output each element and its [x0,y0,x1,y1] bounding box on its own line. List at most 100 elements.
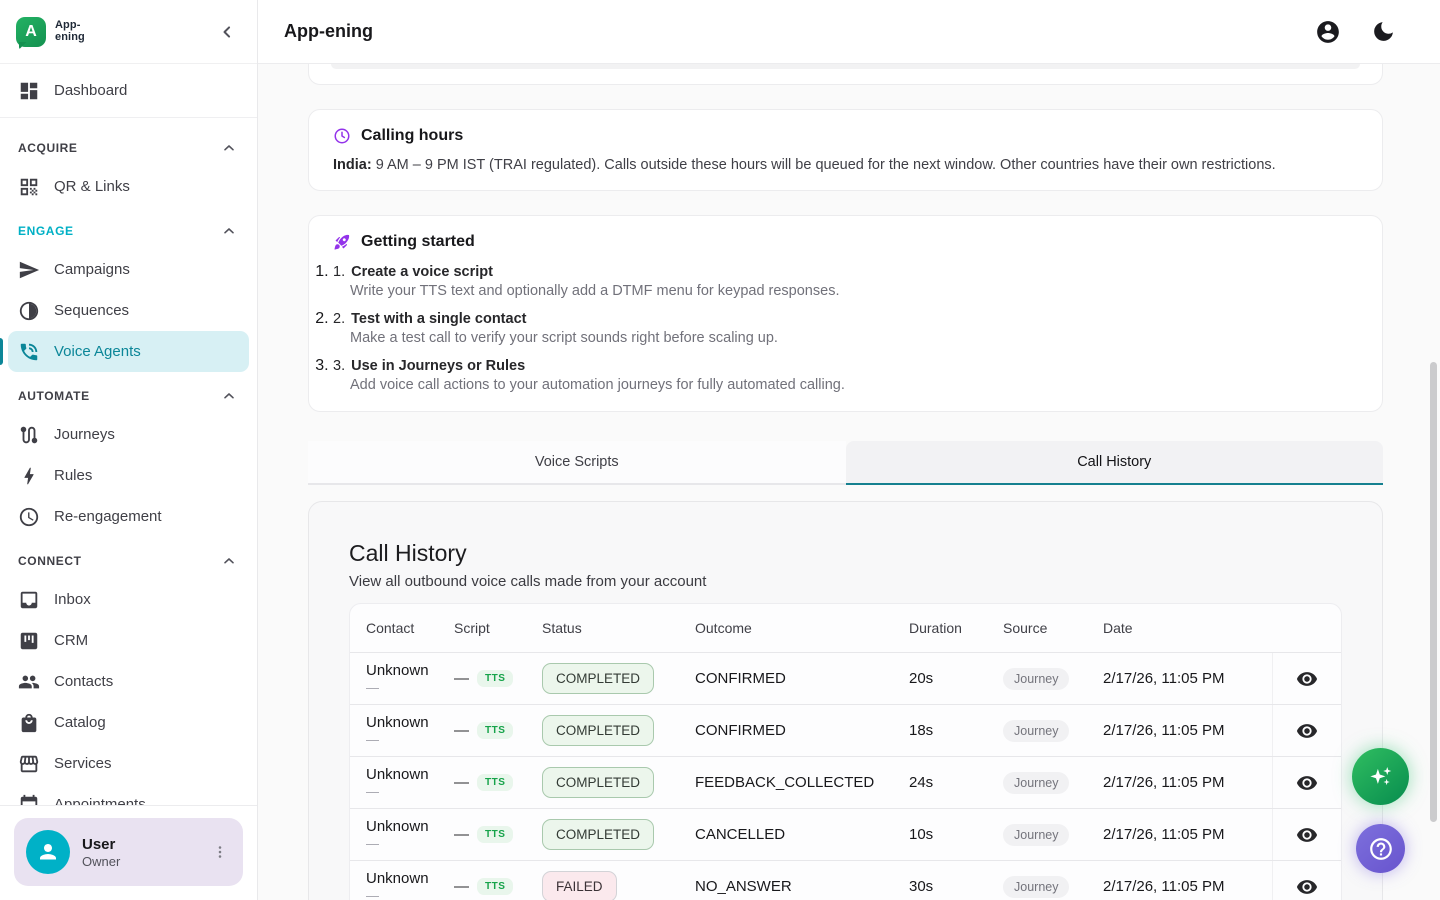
sidebar-item-catalog[interactable]: Catalog [8,702,249,743]
section-header-engage[interactable]: ENGAGE [8,207,249,249]
user-name: User [82,835,116,853]
country-label: India: [333,157,372,173]
scrollbar-thumb[interactable] [1430,362,1437,822]
tab-voice-scripts[interactable]: Voice Scripts [308,441,846,485]
sidebar-nav: Dashboard ACQUIRE QR & Links ENGAGE Camp… [0,64,257,805]
chevron-up-icon [219,551,239,571]
section-title: CONNECT [18,554,82,568]
sidebar-item-journeys[interactable]: Journeys [8,414,249,455]
sidebar-item-sequences[interactable]: Sequences [8,290,249,331]
contact-sub: — [366,680,379,695]
user-role: Owner [82,853,121,869]
section-header-acquire[interactable]: ACQUIRE [8,124,249,166]
sidebar-item-rules[interactable]: Rules [8,455,249,496]
step-title: Use in Journeys or Rules [351,358,526,374]
user-info: User Owner [82,836,120,869]
getting-started-header: Getting started [333,233,1358,251]
tts-badge: TTS [477,670,514,687]
view-call-button[interactable] [1296,668,1318,690]
script-value: — [454,878,469,895]
sidebar-item-inbox[interactable]: Inbox [8,579,249,620]
table-row[interactable]: Unknown — — TTS COMPLETED CANCELLED 10s Jo… [350,808,1341,860]
getting-started-steps: 1. Create a voice script Write your TTS t… [333,263,1358,394]
call-history-table: Contact Script Status Outcome Duration S… [349,603,1342,900]
duration-value: 24s [909,774,934,791]
logo-text: App- ening [55,18,85,44]
step-description: Add voice call actions to your automatio… [350,377,845,393]
help-button[interactable] [1356,824,1405,873]
sidebar-item-label: CRM [54,632,89,649]
qr-code-icon [20,178,38,195]
table-row[interactable]: Unknown — — TTS COMPLETED CONFIRMED 20s Jo… [350,652,1341,704]
sidebar-item-label: Campaigns [54,261,130,278]
app-logo[interactable]: A App- ening [16,16,85,47]
sidebar-item-label: Re-engagement [54,508,162,525]
step-number: 2. [333,311,346,327]
user-menu-button[interactable] [209,841,231,863]
send-icon [19,261,40,278]
sidebar-item-contacts[interactable]: Contacts [8,661,249,702]
logo-text-line1: App- [55,18,81,31]
source-badge: Journey [1003,771,1070,794]
chevron-left-icon [223,25,231,38]
section-title: AUTOMATE [18,389,90,403]
clock-icon [334,128,350,144]
sidebar-item-crm[interactable]: CRM [8,620,249,661]
status-badge: FAILED [542,871,617,900]
dark-mode-toggle[interactable] [1369,17,1398,46]
account-button[interactable] [1313,17,1343,47]
sidebar-item-dashboard[interactable]: Dashboard [8,70,249,111]
outcome-value: CONFIRMED [695,722,786,739]
column-header: Date [1103,620,1133,636]
section-header-automate[interactable]: AUTOMATE [8,372,249,414]
sidebar-item-campaigns[interactable]: Campaigns [8,249,249,290]
sidebar-item-label: Appointments [54,796,146,805]
ai-assistant-button[interactable] [1352,748,1409,805]
sidebar-header: A App- ening [0,0,257,64]
bolt-icon [24,467,34,484]
status-badge: COMPLETED [542,663,655,694]
contact-sub: — [366,888,379,900]
logo-badge: A [16,16,46,47]
sidebar-item-appointments[interactable]: Appointments [8,784,249,805]
column-header: Script [454,620,490,636]
user-card[interactable]: User Owner [14,818,243,886]
date-value: 2/17/26, 11:05 PM [1103,826,1225,843]
people-icon [18,675,40,688]
moon-icon [1374,22,1393,41]
step-description: Make a test call to verify your script s… [350,330,778,346]
tab-call-history[interactable]: Call History [845,441,1383,485]
sidebar-item-voice-agents[interactable]: Voice Agents [0,331,249,372]
step-item: 3. Use in Journeys or Rules Add voice cal… [333,357,1358,394]
dots-vertical-icon [218,846,222,858]
logo-text-line2: ening [55,30,85,43]
table-row[interactable]: Unknown — — TTS COMPLETED CONFIRMED 18s Jo… [350,704,1341,756]
sidebar-collapse-button[interactable] [215,20,239,44]
view-call-button[interactable] [1296,824,1318,846]
table-row[interactable]: Unknown — — TTS COMPLETED FEEDBACK_COLLECT… [350,756,1341,808]
person-icon [40,844,56,860]
chevron-up-icon [219,221,239,241]
source-badge: Journey [1003,667,1070,690]
view-call-button[interactable] [1296,876,1318,898]
sidebar-item-label: Inbox [54,591,91,608]
sidebar-item-re-engagement[interactable]: Re-engagement [8,496,249,537]
view-call-button[interactable] [1296,720,1318,742]
table-row[interactable]: Unknown — — TTS FAILED NO_ANSWER 30s Journ… [350,860,1341,900]
step-description: Write your TTS text and optionally add a… [350,283,840,299]
source-badge: Journey [1003,875,1070,898]
sidebar: A App- ening Dashboard ACQUIRE [0,0,258,900]
section-header-connect[interactable]: CONNECT [8,537,249,579]
calling-hours-text: India: 9 AM – 9 PM IST (TRAI regulated).… [333,157,1276,173]
tts-badge: TTS [477,722,514,739]
duration-value: 20s [909,670,934,687]
view-call-button[interactable] [1296,772,1318,794]
sidebar-item-qr-links[interactable]: QR & Links [8,166,249,207]
account-icon [1317,20,1339,43]
sidebar-item-label: QR & Links [54,178,130,195]
column-header: Contact [366,620,415,636]
sidebar-item-services[interactable]: Services [8,743,249,784]
duration-value: 30s [909,878,934,895]
bag-icon [21,713,37,732]
